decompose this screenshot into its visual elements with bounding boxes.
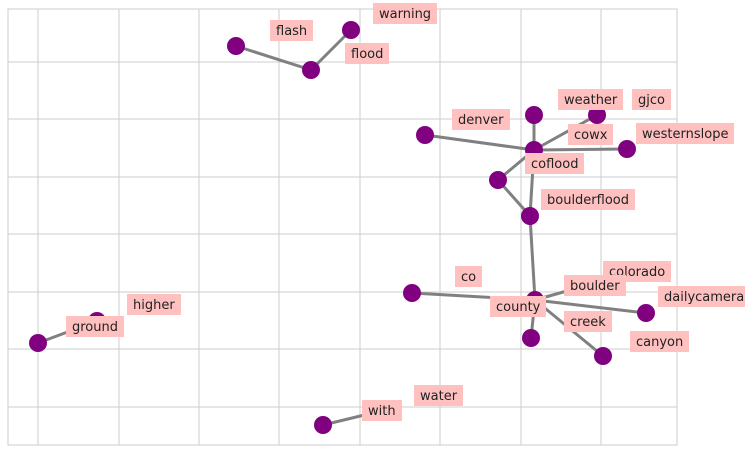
node-co[interactable] (403, 284, 421, 302)
node-canyon[interactable] (594, 347, 612, 365)
label-coflood: coflood (525, 153, 584, 174)
label-background (564, 275, 626, 296)
edge-flash-flood (234, 44, 313, 72)
node-flood[interactable] (302, 61, 320, 79)
label-text-co: co (461, 270, 476, 285)
label-dailycamera: dailycamera (658, 286, 745, 307)
label-background (636, 123, 734, 144)
label-denver: denver (452, 109, 510, 130)
label-text-boulderflood: boulderflood (547, 193, 629, 208)
plot-frame (7, 8, 678, 446)
label-boulderflood: boulderflood (541, 189, 635, 210)
label-background (490, 296, 546, 317)
label-weather: weather (558, 89, 623, 110)
label-background (270, 20, 313, 41)
node-warning[interactable] (342, 21, 360, 39)
label-county: county (490, 296, 546, 317)
edge-county-dailycamera (533, 298, 648, 315)
node-dailycamera[interactable] (637, 304, 655, 322)
node-denver[interactable] (416, 126, 434, 144)
label-boulder: boulder (564, 275, 626, 296)
node-labels: warning flash flood weather gjco denver cowx we… (66, 3, 745, 421)
node-water[interactable] (314, 416, 332, 434)
node-flash[interactable] (227, 37, 245, 55)
nodes (29, 21, 655, 434)
label-background (455, 266, 482, 287)
edge-coflood-westernslope (532, 147, 629, 152)
label-background (414, 385, 463, 406)
node-small-1[interactable] (489, 171, 507, 189)
label-ground: ground (66, 316, 124, 337)
label-text-weather: weather (564, 93, 618, 108)
label-text-boulder: boulder (570, 279, 620, 294)
label-westernslope: westernslope (636, 123, 734, 144)
node-boulderflood[interactable] (521, 207, 539, 225)
label-text-canyon: canyon (636, 335, 683, 350)
label-background (66, 316, 124, 337)
label-text-higher: higher (133, 298, 175, 313)
label-canyon: canyon (630, 331, 689, 352)
node-gjco[interactable] (588, 106, 606, 124)
label-text-westernslope: westernslope (642, 127, 728, 142)
node-creek[interactable] (522, 329, 540, 347)
label-flood: flood (345, 43, 389, 64)
label-text-with: with (368, 404, 396, 419)
edge-boulderflood-county (528, 214, 537, 302)
label-background (373, 3, 437, 24)
label-background (127, 294, 181, 315)
label-text-flash: flash (276, 24, 307, 39)
label-background (362, 400, 402, 421)
label-co: co (455, 266, 482, 287)
node-weather[interactable] (525, 106, 543, 124)
label-background (632, 89, 671, 110)
label-text-creek: creek (570, 315, 606, 330)
label-background (452, 109, 510, 130)
node-ground[interactable] (29, 334, 47, 352)
label-flash: flash (270, 20, 313, 41)
label-background (564, 311, 612, 332)
label-background (541, 189, 635, 210)
label-background (525, 153, 584, 174)
label-text-ground: ground (72, 320, 118, 335)
label-background (658, 286, 745, 307)
label-creek: creek (564, 311, 612, 332)
label-text-coflood: coflood (531, 157, 578, 172)
edge-coflood-denver (423, 133, 536, 152)
label-warning: warning (373, 3, 437, 24)
label-higher: higher (127, 294, 181, 315)
node-westernslope[interactable] (618, 140, 636, 158)
label-text-warning: warning (379, 7, 431, 22)
label-text-cowx: cowx (574, 128, 608, 143)
edge-coflood-gjco (532, 113, 599, 152)
label-background (630, 331, 689, 352)
label-with: with (362, 400, 402, 421)
label-background (345, 43, 389, 64)
label-background (568, 124, 613, 145)
label-text-gjco: gjco (638, 93, 665, 108)
label-text-dailycamera: dailycamera (664, 290, 744, 305)
edge-warning-flood (309, 28, 353, 72)
label-text-flood: flood (351, 47, 383, 62)
label-text-denver: denver (458, 113, 504, 128)
label-text-county: county (496, 300, 541, 315)
label-text-water: water (420, 389, 458, 404)
label-background (558, 89, 623, 110)
label-cowx: cowx (568, 124, 613, 145)
label-water: water (414, 385, 463, 406)
label-gjco: gjco (632, 89, 671, 110)
